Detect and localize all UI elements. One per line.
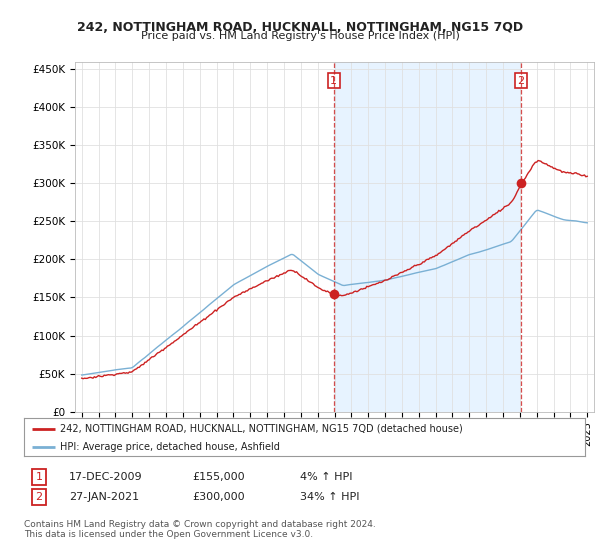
Text: Price paid vs. HM Land Registry's House Price Index (HPI): Price paid vs. HM Land Registry's House … xyxy=(140,31,460,41)
Text: 1: 1 xyxy=(331,76,337,86)
Text: 1: 1 xyxy=(35,472,43,482)
Text: £155,000: £155,000 xyxy=(192,472,245,482)
Bar xyxy=(334,62,521,412)
Text: 242, NOTTINGHAM ROAD, HUCKNALL, NOTTINGHAM, NG15 7QD: 242, NOTTINGHAM ROAD, HUCKNALL, NOTTINGH… xyxy=(77,21,523,34)
Text: 2: 2 xyxy=(35,492,43,502)
Text: Contains HM Land Registry data © Crown copyright and database right 2024.
This d: Contains HM Land Registry data © Crown c… xyxy=(24,520,376,539)
Text: £300,000: £300,000 xyxy=(192,492,245,502)
Text: HPI: Average price, detached house, Ashfield: HPI: Average price, detached house, Ashf… xyxy=(61,442,280,452)
Text: 242, NOTTINGHAM ROAD, HUCKNALL, NOTTINGHAM, NG15 7QD (detached house): 242, NOTTINGHAM ROAD, HUCKNALL, NOTTINGH… xyxy=(61,424,463,434)
Text: 4% ↑ HPI: 4% ↑ HPI xyxy=(300,472,353,482)
Text: 34% ↑ HPI: 34% ↑ HPI xyxy=(300,492,359,502)
Text: 17-DEC-2009: 17-DEC-2009 xyxy=(69,472,143,482)
Text: 27-JAN-2021: 27-JAN-2021 xyxy=(69,492,139,502)
Text: 2: 2 xyxy=(517,76,524,86)
